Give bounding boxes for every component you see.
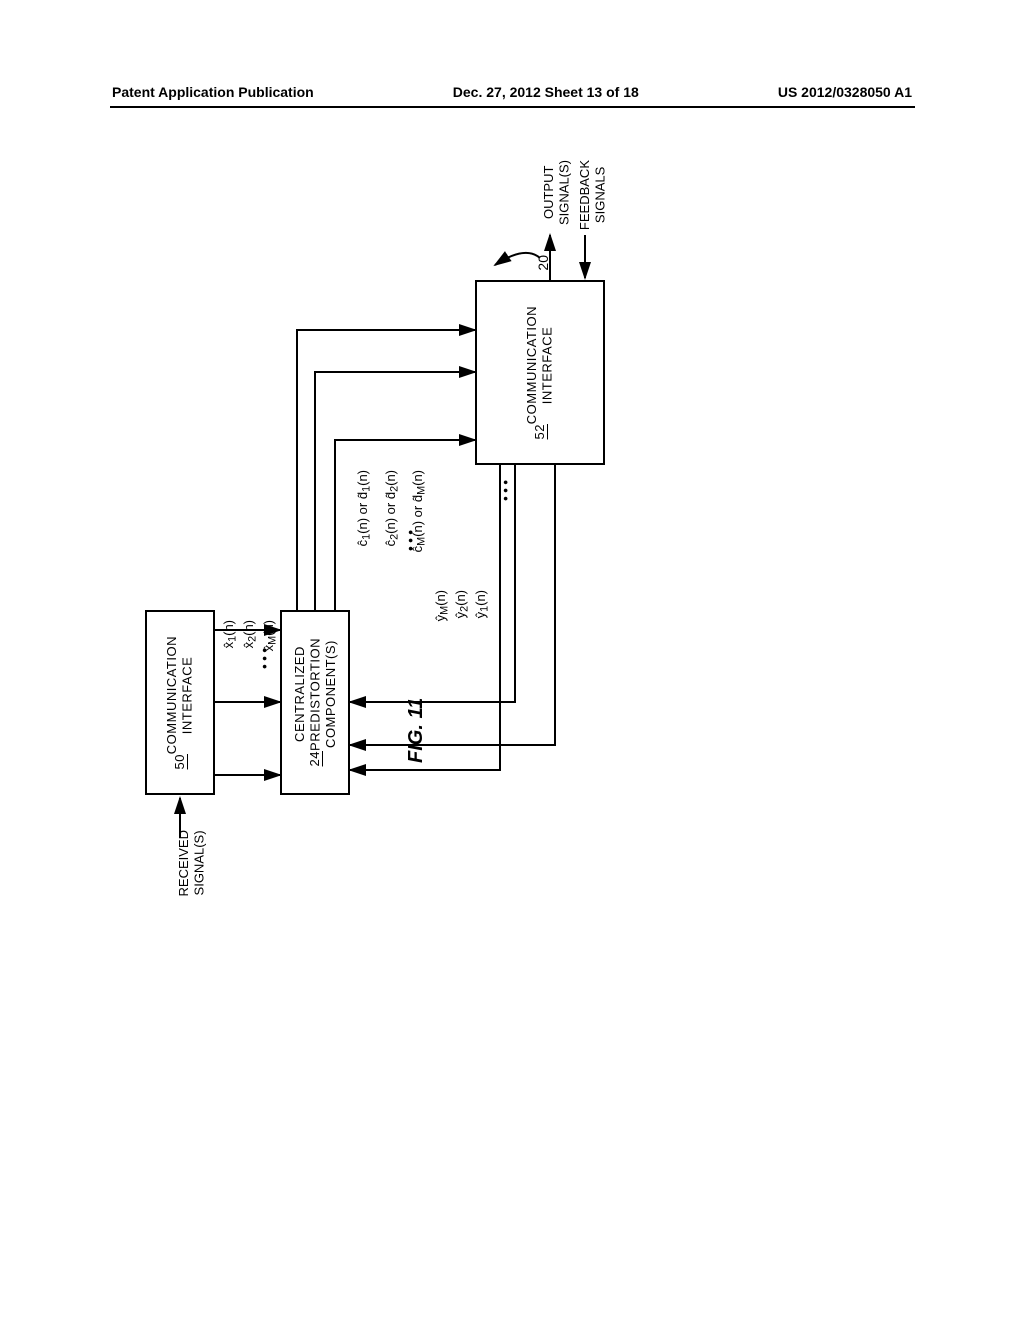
block-diagram: RECEIVEDSIGNAL(S) COMMUNICATIONINTERFACE… [145, 150, 695, 900]
header-mid: Dec. 27, 2012 Sheet 13 of 18 [453, 84, 639, 100]
header-right: US 2012/0328050 A1 [778, 84, 912, 100]
page-header: Patent Application Publication Dec. 27, … [0, 84, 1024, 100]
header-left: Patent Application Publication [112, 84, 314, 100]
arrows-svg [145, 150, 695, 910]
header-rule [110, 106, 915, 108]
